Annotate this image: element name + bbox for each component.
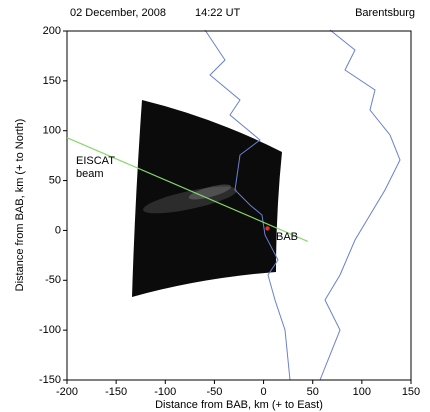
y-tick-label: 50 xyxy=(49,174,61,186)
y-tick-label: 0 xyxy=(55,224,61,236)
x-tick-label: 0 xyxy=(261,386,267,398)
y-tick-label: -100 xyxy=(39,324,61,336)
x-tick-label: -50 xyxy=(206,386,222,398)
x-axis-label: Distance from BAB, km (+ to East) xyxy=(155,399,323,411)
station-point xyxy=(265,226,269,230)
time: 14:22 UT xyxy=(195,7,241,19)
x-tick-label: 150 xyxy=(402,386,420,398)
y-tick-label: 100 xyxy=(43,125,61,137)
y-tick-label: 200 xyxy=(43,25,61,37)
x-tick-label: -150 xyxy=(105,386,127,398)
series-label: EISCAT beam xyxy=(76,155,121,181)
x-tick-label: -200 xyxy=(56,386,78,398)
x-tick-label: -100 xyxy=(154,386,176,398)
chart: 02 December, 2008 14:22 UT Barentsburg D… xyxy=(0,0,430,412)
y-axis-label: Distance from BAB, km (+ to North) xyxy=(14,119,26,292)
station: Barentsburg xyxy=(355,7,415,19)
figure: 02 December, 2008 14:22 UT Barentsburg D… xyxy=(0,0,430,412)
x-tick-label: 100 xyxy=(353,386,371,398)
y-tick-label: -150 xyxy=(39,374,61,386)
series-label: BAB xyxy=(276,231,316,244)
x-tick-label: 50 xyxy=(307,386,319,398)
date: 02 December, 2008 xyxy=(70,7,166,19)
y-tick-label: 150 xyxy=(43,75,61,87)
y-tick-label: -50 xyxy=(45,274,61,286)
